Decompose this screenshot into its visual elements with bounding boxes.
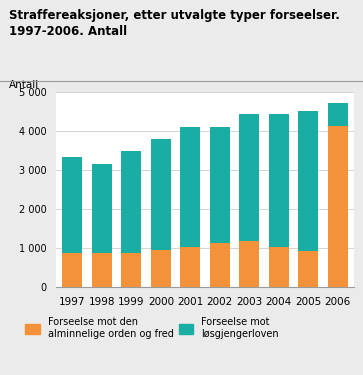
Bar — [269, 114, 289, 247]
Bar — [121, 151, 142, 252]
Bar — [298, 111, 318, 251]
Bar — [269, 247, 289, 287]
Bar — [151, 139, 171, 250]
Bar — [328, 103, 348, 126]
Bar — [180, 248, 200, 287]
Bar — [298, 251, 318, 287]
Bar — [180, 128, 200, 248]
Bar — [151, 250, 171, 287]
Text: Antall: Antall — [9, 80, 39, 90]
Bar — [239, 241, 259, 287]
Bar — [210, 127, 230, 243]
Text: Straffereaksjoner, etter utvalgte typer forseelser.
1997-2006. Antall: Straffereaksjoner, etter utvalgte typer … — [9, 9, 340, 38]
Bar — [62, 157, 82, 252]
Bar — [62, 252, 82, 287]
Bar — [92, 252, 112, 287]
Bar — [328, 126, 348, 287]
Bar — [121, 252, 142, 287]
Bar — [92, 164, 112, 252]
Bar — [210, 243, 230, 287]
Bar — [239, 114, 259, 241]
Legend: Forseelse mot den
alminnelige orden og fred, Forseelse mot
løsgjengerloven: Forseelse mot den alminnelige orden og f… — [25, 317, 278, 339]
